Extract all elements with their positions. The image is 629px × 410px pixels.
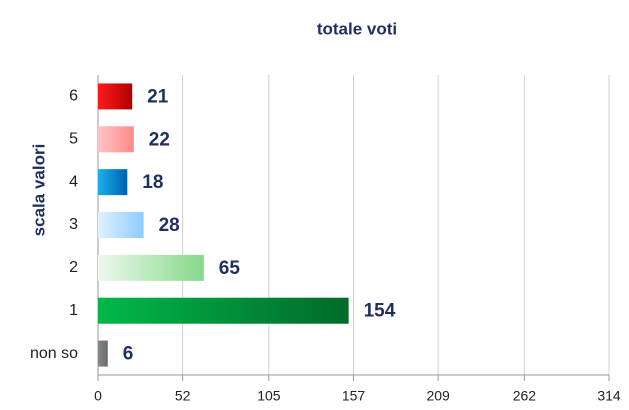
x-tick-label: 52: [175, 388, 191, 404]
y-tick-label: 4: [69, 173, 78, 190]
value-label: 21: [147, 86, 169, 107]
chart-title: totale voti: [317, 19, 397, 38]
bar: [98, 340, 108, 367]
y-tick-label: 3: [69, 216, 78, 233]
bar: [98, 297, 349, 324]
value-label: 28: [159, 215, 180, 236]
x-tick-label: 314: [597, 388, 621, 404]
y-tick-label: 6: [69, 88, 78, 105]
value-label: 22: [149, 129, 170, 150]
value-label: 154: [364, 301, 396, 322]
x-tick-label: 262: [513, 388, 537, 404]
bar: [98, 254, 204, 281]
y-tick-label: 2: [69, 259, 78, 276]
bar: [98, 83, 133, 110]
value-label: 65: [219, 258, 241, 279]
bar: [98, 212, 144, 238]
y-tick-label: 1: [69, 302, 78, 319]
y-tick-label: 5: [69, 131, 78, 148]
y-axis-title: scala valori: [29, 144, 48, 237]
x-tick-label: 105: [257, 388, 281, 404]
x-tick-label: 0: [94, 388, 102, 404]
bar: [98, 126, 134, 153]
x-tick-label: 209: [426, 388, 450, 404]
y-tick-label: non so: [30, 345, 78, 362]
bar: [98, 169, 128, 196]
value-label: 6: [123, 344, 134, 365]
x-tick-label: 157: [342, 388, 366, 404]
value-label: 18: [142, 172, 163, 193]
